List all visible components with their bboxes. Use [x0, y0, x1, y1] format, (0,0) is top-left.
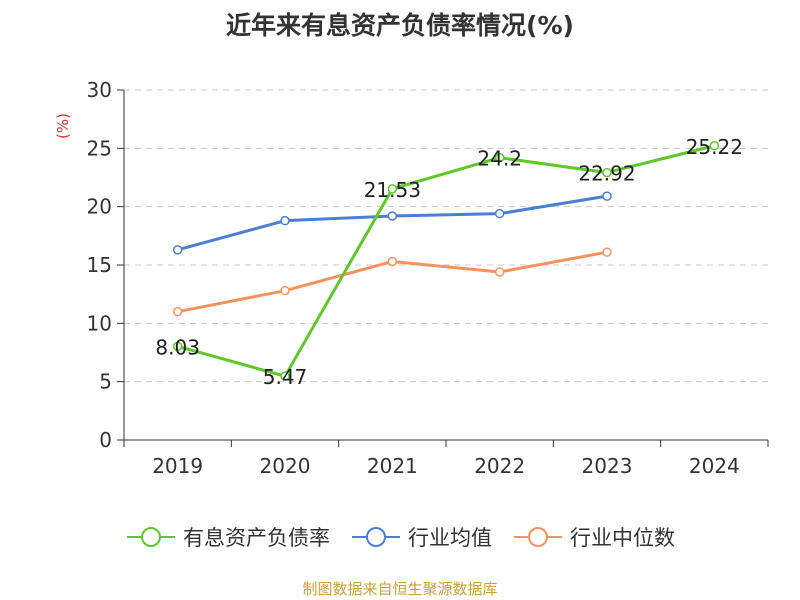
- data-point: [494, 208, 505, 219]
- data-label: 24.2: [477, 147, 522, 171]
- data-label: 25.22: [686, 135, 743, 159]
- legend-label: 行业均值: [408, 526, 492, 550]
- data-point: [280, 371, 290, 381]
- data-label: 5.47: [263, 365, 308, 389]
- legend-line-marker-icon: [127, 527, 175, 547]
- data-label: 8.03: [155, 335, 200, 359]
- x-tick-label: 2024: [689, 454, 740, 478]
- y-tick-label: 0: [99, 428, 112, 452]
- data-point: [172, 245, 183, 255]
- legend: 有息资产负债率 行业均值 行业中位数: [0, 520, 800, 554]
- data-point: [602, 247, 612, 257]
- line-chart: 0 5 10 15 20 25 30 2019 2020 2021 2022 2023 2024 (%)…: [54, 78, 769, 478]
- x-tick-label: 2022: [474, 454, 525, 478]
- legend-item-interest-debt-ratio[interactable]: 有息资产负债率: [125, 522, 330, 552]
- legend-line-marker-icon: [352, 527, 400, 547]
- legend-label: 有息资产负债率: [183, 526, 330, 550]
- chart-title: 近年来有息资产负债率情况(%): [226, 11, 574, 40]
- legend-label: 行业中位数: [570, 526, 675, 550]
- y-tick-label: 10: [87, 311, 112, 335]
- data-point: [709, 141, 720, 151]
- source-footer: 制图数据来自恒生聚源数据库: [302, 580, 498, 598]
- data-point: [602, 167, 612, 178]
- grid-lines: [124, 89, 768, 383]
- y-tick-label: 30: [87, 78, 112, 102]
- data-point: [387, 211, 398, 221]
- x-tick-label: 2021: [367, 454, 418, 478]
- y-tick-label: 5: [99, 370, 112, 394]
- data-point: [494, 267, 505, 277]
- y-tick-label: 20: [87, 195, 112, 219]
- y-tick-label: 25: [87, 136, 112, 160]
- series: [172, 141, 720, 381]
- x-tick-label: 2020: [260, 454, 311, 478]
- series-line: [177, 194, 608, 252]
- data-point: [387, 184, 398, 194]
- data-point: [172, 306, 183, 317]
- y-axis-title: (%): [54, 113, 72, 139]
- data-point: [280, 215, 290, 226]
- y-tick-label: 15: [87, 253, 112, 277]
- legend-line-marker-icon: [514, 527, 562, 547]
- data-point: [172, 341, 183, 352]
- data-point: [387, 256, 398, 267]
- data-point: [602, 191, 612, 201]
- legend-item-industry-median[interactable]: 行业中位数: [512, 522, 675, 552]
- x-tick-label: 2023: [582, 454, 633, 478]
- axes: 0 5 10 15 20 25 30 2019 2020 2021 2022 2023 2024: [87, 78, 769, 478]
- x-tick-label: 2019: [152, 454, 203, 478]
- data-point: [494, 152, 505, 163]
- legend-item-industry-mean[interactable]: 行业均值: [350, 522, 492, 552]
- data-labels: 8.03 5.47 21.53 24.2 22.92 25.22: [155, 135, 743, 389]
- series-line: [177, 144, 715, 378]
- data-label: 22.92: [578, 162, 635, 186]
- data-point: [280, 285, 290, 296]
- data-label: 21.53: [364, 178, 421, 202]
